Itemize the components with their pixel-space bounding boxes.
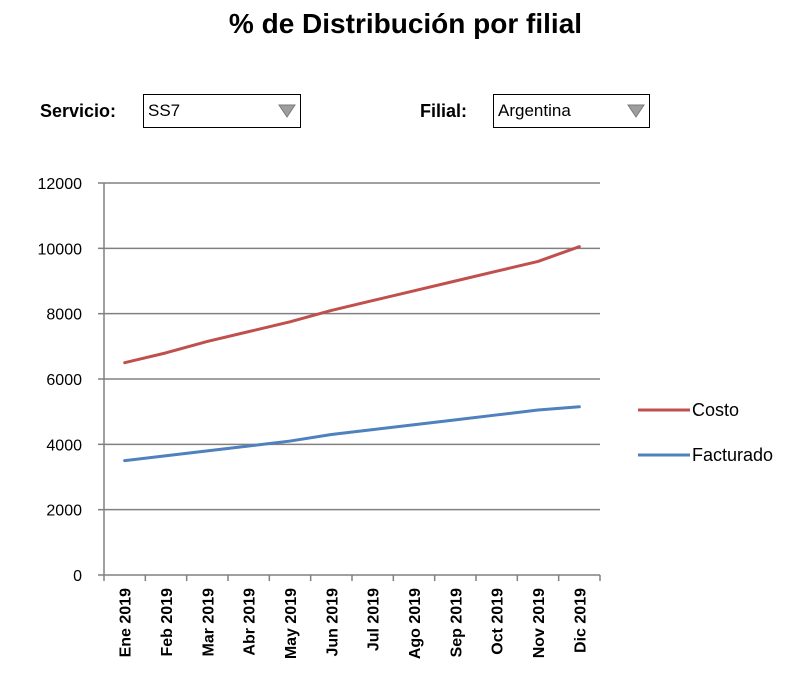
legend-label: Facturado — [692, 445, 773, 465]
servicio-value: SS7 — [148, 101, 181, 120]
chevron-down-icon[interactable] — [623, 94, 649, 128]
servicio-dropdown[interactable]: SS7 — [143, 94, 301, 128]
gridlines — [104, 182, 600, 511]
page-title: % de Distribución por filial — [228, 8, 583, 39]
x-tick-label: Nov 2019 — [531, 588, 548, 658]
y-tick-label: 12000 — [38, 176, 83, 193]
x-tick-label: Oct 2019 — [490, 588, 507, 655]
x-tick-label: Jun 2019 — [324, 588, 341, 657]
series-lines — [123, 245, 581, 463]
chevron-down-icon[interactable] — [274, 94, 300, 128]
x-tick-label: Ene 2019 — [118, 588, 135, 657]
servicio-label: Servicio: — [40, 101, 117, 121]
x-tick-label: Abr 2019 — [242, 588, 259, 656]
x-tick-label: Dic 2019 — [572, 588, 589, 653]
y-tick-label: 10000 — [38, 241, 83, 258]
line-chart: 0 2000 4000 6000 8000 10000 12000 Ene 2019 Feb 2… — [38, 176, 774, 659]
x-tick-label: Sep 2019 — [448, 588, 465, 657]
x-tick-label: Jul 2019 — [366, 588, 383, 651]
filial-value: Argentina — [498, 101, 571, 120]
x-tick-label: Mar 2019 — [200, 588, 217, 657]
legend-label: Costo — [692, 400, 739, 420]
axes: 0 2000 4000 6000 8000 10000 12000 Ene 2019 Feb 2… — [38, 176, 601, 659]
x-tick-label: Feb 2019 — [159, 588, 176, 657]
legend: Costo Facturado — [638, 400, 773, 465]
y-tick-label: 6000 — [46, 372, 82, 389]
x-tick-label: May 2019 — [283, 588, 300, 659]
x-tick-label: Ago 2019 — [407, 588, 424, 659]
filial-label: Filial: — [420, 101, 468, 121]
series-line-costo — [123, 245, 581, 365]
y-tick-label: 2000 — [46, 503, 82, 520]
y-tick-label: 8000 — [46, 307, 82, 324]
filial-dropdown[interactable]: Argentina — [493, 94, 650, 128]
y-tick-label: 0 — [73, 568, 82, 585]
y-tick-label: 4000 — [46, 437, 82, 454]
series-line-facturado — [123, 405, 581, 463]
